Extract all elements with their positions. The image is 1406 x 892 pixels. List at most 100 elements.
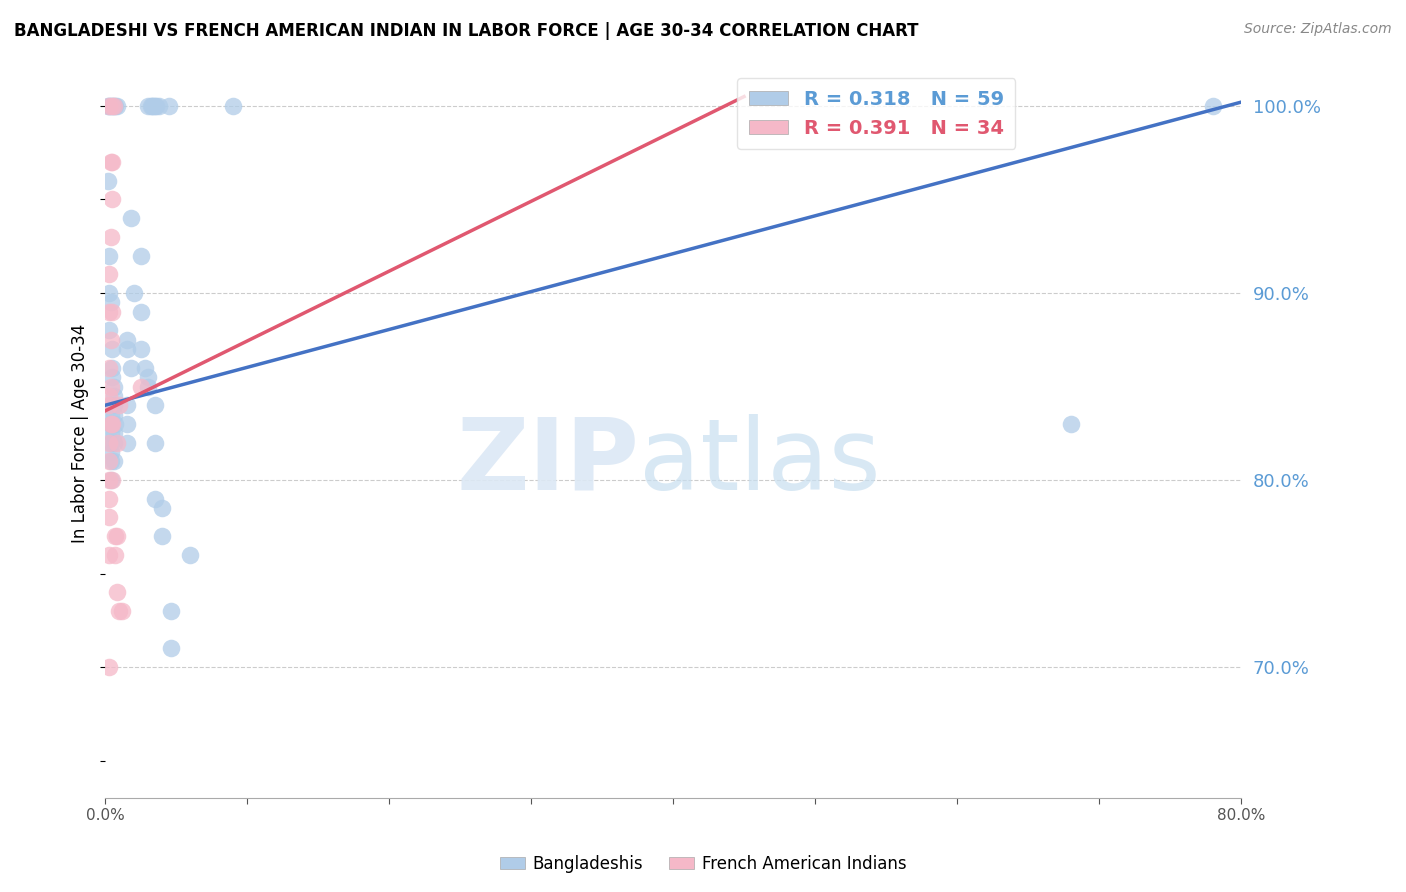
Point <box>101 193 124 207</box>
Point <box>100 333 122 347</box>
Point <box>148 99 170 113</box>
Point <box>103 389 125 403</box>
Point <box>100 417 122 431</box>
Text: Source: ZipAtlas.com: Source: ZipAtlas.com <box>1244 22 1392 37</box>
Point <box>100 417 122 431</box>
Text: ZIP: ZIP <box>456 414 638 511</box>
Point <box>101 342 124 356</box>
Point <box>100 454 122 468</box>
Point <box>111 604 134 618</box>
Point <box>222 99 245 113</box>
Text: BANGLADESHI VS FRENCH AMERICAN INDIAN IN LABOR FORCE | AGE 30-34 CORRELATION CHA: BANGLADESHI VS FRENCH AMERICAN INDIAN IN… <box>14 22 918 40</box>
Point <box>100 426 122 441</box>
Point <box>100 99 122 113</box>
Point <box>98 389 121 403</box>
Point <box>100 230 122 244</box>
Point <box>159 641 181 656</box>
Text: atlas: atlas <box>638 414 880 511</box>
Point <box>98 267 121 281</box>
Point <box>101 417 124 431</box>
Point <box>98 510 121 524</box>
Legend: R = 0.318   N = 59, R = 0.391   N = 34: R = 0.318 N = 59, R = 0.391 N = 34 <box>738 78 1015 149</box>
Point <box>115 342 138 356</box>
Point <box>104 99 127 113</box>
Point <box>103 379 125 393</box>
Point <box>129 304 152 318</box>
Point <box>143 398 166 412</box>
Point <box>101 370 124 384</box>
Point <box>157 99 180 113</box>
Point <box>98 435 121 450</box>
Point <box>100 155 122 169</box>
Point <box>101 360 124 375</box>
Point <box>136 379 159 393</box>
Point <box>105 99 128 113</box>
Point <box>98 360 121 375</box>
Point <box>143 435 166 450</box>
Point <box>159 604 181 618</box>
Point <box>103 408 125 422</box>
Point <box>129 379 152 393</box>
Point <box>120 360 142 375</box>
Point <box>139 99 162 113</box>
Point <box>98 285 121 300</box>
Point <box>105 529 128 543</box>
Point <box>105 585 128 599</box>
Y-axis label: In Labor Force | Age 30-34: In Labor Force | Age 30-34 <box>72 324 89 543</box>
Point <box>98 323 121 337</box>
Point <box>98 99 121 113</box>
Point <box>104 548 127 562</box>
Point <box>108 398 131 412</box>
Point <box>101 473 124 487</box>
Point <box>142 99 165 113</box>
Point <box>100 295 122 310</box>
Point <box>104 417 127 431</box>
Point <box>103 99 125 113</box>
Point <box>136 99 159 113</box>
Point <box>101 304 124 318</box>
Point <box>103 426 125 441</box>
Point <box>98 304 121 318</box>
Point <box>108 604 131 618</box>
Point <box>105 435 128 450</box>
Point <box>98 491 121 506</box>
Point <box>98 660 121 674</box>
Point <box>150 501 173 516</box>
Point <box>104 529 127 543</box>
Point <box>145 99 167 113</box>
Point <box>100 445 122 459</box>
Point <box>97 99 120 113</box>
Point <box>103 99 125 113</box>
Point <box>101 99 124 113</box>
Point <box>98 99 121 113</box>
Point <box>98 473 121 487</box>
Point <box>98 249 121 263</box>
Point <box>129 342 152 356</box>
Point <box>103 398 125 412</box>
Point <box>143 491 166 506</box>
Point <box>101 99 124 113</box>
Point <box>150 529 173 543</box>
Point <box>115 333 138 347</box>
Point <box>136 370 159 384</box>
Point <box>1201 99 1223 113</box>
Point <box>103 454 125 468</box>
Point <box>143 99 166 113</box>
Point <box>100 379 122 393</box>
Point <box>129 249 152 263</box>
Point <box>101 155 124 169</box>
Point <box>122 285 145 300</box>
Point <box>115 435 138 450</box>
Point <box>100 435 122 450</box>
Point <box>98 398 121 412</box>
Point <box>179 548 201 562</box>
Point <box>120 211 142 226</box>
Point <box>98 454 121 468</box>
Point <box>100 408 122 422</box>
Point <box>141 99 163 113</box>
Point <box>134 360 156 375</box>
Point <box>115 398 138 412</box>
Point <box>103 435 125 450</box>
Point <box>97 174 120 188</box>
Legend: Bangladeshis, French American Indians: Bangladeshis, French American Indians <box>494 848 912 880</box>
